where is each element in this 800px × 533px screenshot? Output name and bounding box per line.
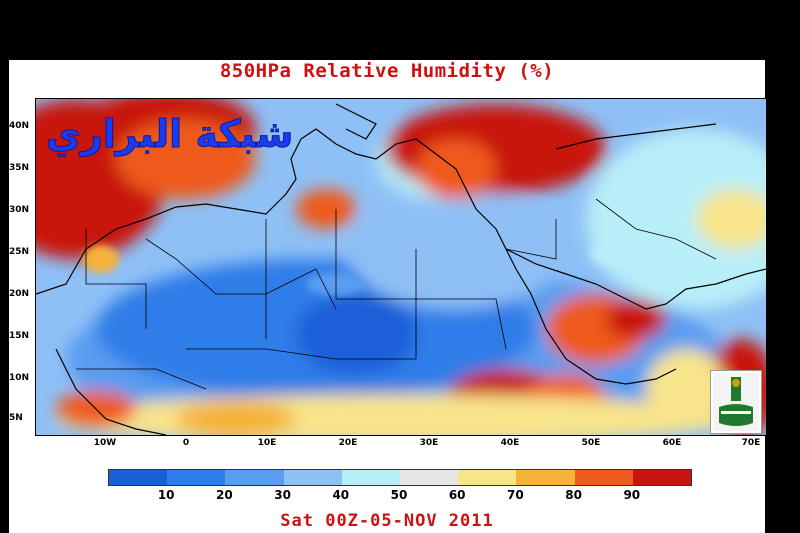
colorbar-box (516, 470, 575, 485)
lat-label-15n: 15N (9, 331, 30, 341)
lon-label-70e: 70E (741, 438, 761, 448)
lon-label-10w: 10W (93, 438, 117, 448)
colorbar-box (109, 470, 168, 485)
colorbar-label: 50 (390, 488, 408, 502)
colorbar (108, 469, 692, 486)
colorbar-box (632, 470, 692, 485)
lat-label-10n: 10N (9, 373, 30, 383)
watermark-text: شبكة البراري (45, 112, 294, 157)
colorbar-box (400, 470, 459, 485)
lon-label-50e: 50E (581, 438, 601, 448)
colorbar-box (225, 470, 284, 485)
colorbar-label: 30 (274, 488, 291, 502)
lat-label-30n: 30N (9, 205, 30, 215)
colorbar-label: 40 (332, 488, 350, 502)
colorbar-box (283, 470, 342, 485)
lat-label-35n: 35N (9, 163, 30, 173)
lon-label-0: 0 (182, 438, 190, 448)
colorbar-box (458, 470, 517, 485)
borders (76, 198, 717, 390)
lon-label-20e: 20E (338, 438, 358, 448)
university-seal-logo (710, 370, 762, 434)
colorbar-label: 10 (157, 488, 175, 502)
lat-label-25n: 25N (9, 247, 30, 257)
humidity-field (36, 99, 766, 435)
map-panel: 850HPa Relative Humidity (%) 40N 35N 30N… (9, 60, 767, 533)
map-title: 850HPa Relative Humidity (%) (219, 60, 555, 82)
colorbar-box (341, 470, 401, 485)
lon-label-60e: 60E (662, 438, 682, 448)
coastlines (36, 103, 766, 435)
humidity-map (35, 98, 767, 436)
lon-label-40e: 40E (500, 438, 520, 448)
lon-label-10e: 10E (257, 438, 277, 448)
lat-label-40n: 40N (9, 121, 30, 131)
colorbar-box (167, 470, 226, 485)
colorbar-label: 80 (565, 488, 582, 502)
colorbar-label: 70 (507, 488, 524, 502)
colorbar-label: 90 (623, 488, 641, 502)
lat-label-20n: 20N (9, 289, 30, 299)
colorbar-box (574, 470, 633, 485)
forecast-date: Sat 00Z-05-NOV 2011 (280, 511, 494, 531)
lon-label-30e: 30E (419, 438, 439, 448)
colorbar-label: 20 (216, 488, 233, 502)
lat-label-5n: 5N (9, 413, 23, 423)
colorbar-label: 60 (448, 488, 466, 502)
